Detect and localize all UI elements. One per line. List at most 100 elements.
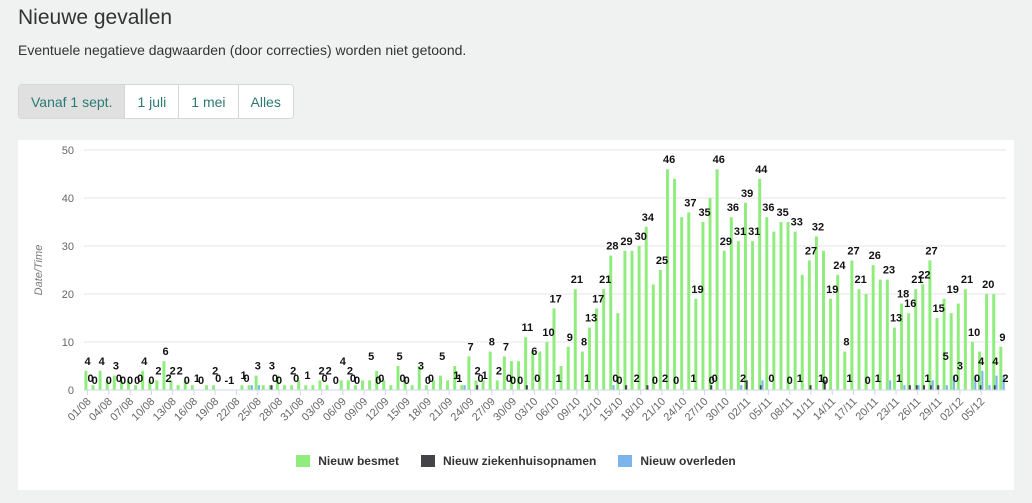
data-label: 0 bbox=[510, 375, 516, 387]
x-tick-label: 02/11 bbox=[726, 396, 753, 423]
bar-overleden bbox=[612, 385, 615, 390]
bar-besmet bbox=[864, 294, 868, 390]
bar-overleden bbox=[995, 375, 998, 390]
x-tick-label: 03/09 bbox=[300, 396, 328, 424]
bar-besmet bbox=[474, 380, 478, 390]
bar-besmet bbox=[928, 260, 932, 390]
data-label: 0 bbox=[616, 375, 622, 387]
data-label: 4 bbox=[340, 356, 347, 368]
data-label: 11 bbox=[521, 322, 533, 334]
data-label: 0 bbox=[92, 375, 98, 387]
bar-ziekenhuis bbox=[993, 385, 996, 390]
data-label: 35 bbox=[776, 207, 788, 219]
bar-overleden bbox=[945, 385, 948, 390]
data-label: 6 bbox=[162, 346, 168, 358]
x-tick-label: 09/10 bbox=[555, 396, 583, 424]
bar-besmet bbox=[304, 385, 308, 390]
data-label-secondary: 0 bbox=[116, 373, 122, 385]
data-label-secondary: 2 bbox=[165, 373, 171, 385]
data-label: 21 bbox=[571, 274, 583, 286]
data-label-secondary: 0 bbox=[215, 373, 221, 385]
bar-besmet bbox=[247, 385, 251, 390]
bar-ziekenhuis bbox=[823, 380, 826, 390]
bar-besmet bbox=[112, 375, 116, 390]
bar-ziekenhuis bbox=[745, 380, 748, 390]
data-label-secondary: 1 bbox=[194, 373, 200, 385]
bar-besmet bbox=[389, 385, 393, 390]
data-label: 39 bbox=[741, 188, 753, 200]
page-subtitle: Eventuele negatieve dagwaarden (door cor… bbox=[18, 42, 467, 58]
data-label-secondary: 0 bbox=[293, 373, 299, 385]
range-button-all[interactable]: Alles bbox=[238, 85, 293, 118]
x-tick-label: 07/08 bbox=[108, 396, 136, 424]
x-tick-label: 10/08 bbox=[130, 396, 158, 424]
x-tick-label: 21/10 bbox=[640, 396, 668, 424]
x-tick-label: 30/09 bbox=[491, 396, 519, 424]
legend-item-ziekenhuis[interactable]: Nieuw ziekenhuisopnamen bbox=[420, 454, 596, 468]
bar-besmet bbox=[892, 327, 896, 390]
x-tick-label: 28/08 bbox=[257, 396, 285, 424]
x-tick-label: 27/10 bbox=[683, 396, 711, 424]
bar-besmet bbox=[176, 385, 180, 390]
data-label: 0 bbox=[673, 375, 679, 387]
bar-besmet bbox=[183, 380, 187, 390]
bar-besmet bbox=[502, 356, 506, 390]
bar-besmet bbox=[708, 198, 712, 390]
bar-ziekenhuis bbox=[759, 385, 762, 390]
x-tick-label: 21/09 bbox=[427, 396, 455, 424]
data-label: 8 bbox=[581, 337, 587, 349]
range-button-july[interactable]: 1 juli bbox=[125, 85, 180, 118]
data-label-secondary: 0 bbox=[272, 373, 278, 385]
bar-besmet bbox=[495, 380, 499, 390]
cases-chart: 0 10 20 30 40 50 Date/Time 4 0 4 0 3 0 0 0 4 0 2 6 2 2 0 0 2 -1 1… bbox=[18, 140, 1014, 490]
bar-besmet bbox=[885, 279, 889, 390]
bar-besmet bbox=[602, 289, 606, 390]
bar-besmet bbox=[786, 222, 790, 390]
bar-besmet bbox=[311, 385, 315, 390]
bar-besmet bbox=[970, 342, 974, 390]
range-button-may[interactable]: 1 mei bbox=[179, 85, 239, 118]
bar-ziekenhuis bbox=[979, 385, 982, 390]
data-label-secondary: 1 bbox=[584, 373, 590, 385]
y-tick-label: 40 bbox=[62, 193, 74, 205]
data-label: 2 bbox=[326, 365, 332, 377]
bar-besmet bbox=[417, 366, 421, 390]
data-label: 9 bbox=[567, 332, 573, 344]
bar-besmet bbox=[729, 217, 733, 390]
bar-besmet bbox=[460, 385, 464, 390]
bar-besmet bbox=[963, 289, 967, 390]
bar-ziekenhuis bbox=[915, 385, 918, 390]
data-label-secondary: 2 bbox=[634, 373, 640, 385]
data-label: 8 bbox=[489, 337, 495, 349]
data-label: 27 bbox=[925, 245, 937, 257]
bar-besmet bbox=[758, 178, 762, 390]
bar-besmet bbox=[488, 351, 492, 390]
bar-besmet bbox=[651, 284, 655, 390]
x-tick-label: 17/11 bbox=[832, 396, 859, 423]
data-label: 46 bbox=[713, 154, 725, 166]
legend-item-besmet[interactable]: Nieuw besmet bbox=[296, 454, 399, 468]
bar-besmet bbox=[524, 337, 528, 390]
data-label: 20 bbox=[982, 279, 994, 291]
data-label: 25 bbox=[656, 255, 668, 267]
bar-besmet bbox=[538, 351, 542, 390]
data-label-secondary: 1 bbox=[456, 373, 462, 385]
range-button-since-sept[interactable]: Vanaf 1 sept. bbox=[19, 85, 126, 118]
bar-ziekenhuis bbox=[937, 385, 940, 390]
bar-besmet bbox=[978, 351, 982, 390]
x-tick-label: 11/11 bbox=[790, 396, 817, 423]
legend-label-besmet: Nieuw besmet bbox=[318, 454, 399, 468]
bar-besmet bbox=[155, 380, 159, 390]
x-tick-label: 05/12 bbox=[959, 396, 987, 424]
bar-besmet bbox=[190, 385, 194, 390]
data-label: 0 bbox=[148, 375, 154, 387]
bar-ziekenhuis bbox=[270, 385, 273, 390]
legend-item-overleden[interactable]: Nieuw overleden bbox=[618, 454, 736, 468]
data-label: 0 bbox=[106, 375, 112, 387]
data-label: 2 bbox=[496, 365, 502, 377]
data-label: 31 bbox=[734, 226, 746, 238]
y-tick-label: 0 bbox=[68, 385, 74, 397]
legend-swatch-overleden bbox=[618, 455, 633, 467]
data-label: 7 bbox=[503, 341, 509, 353]
data-label: 35 bbox=[698, 207, 710, 219]
